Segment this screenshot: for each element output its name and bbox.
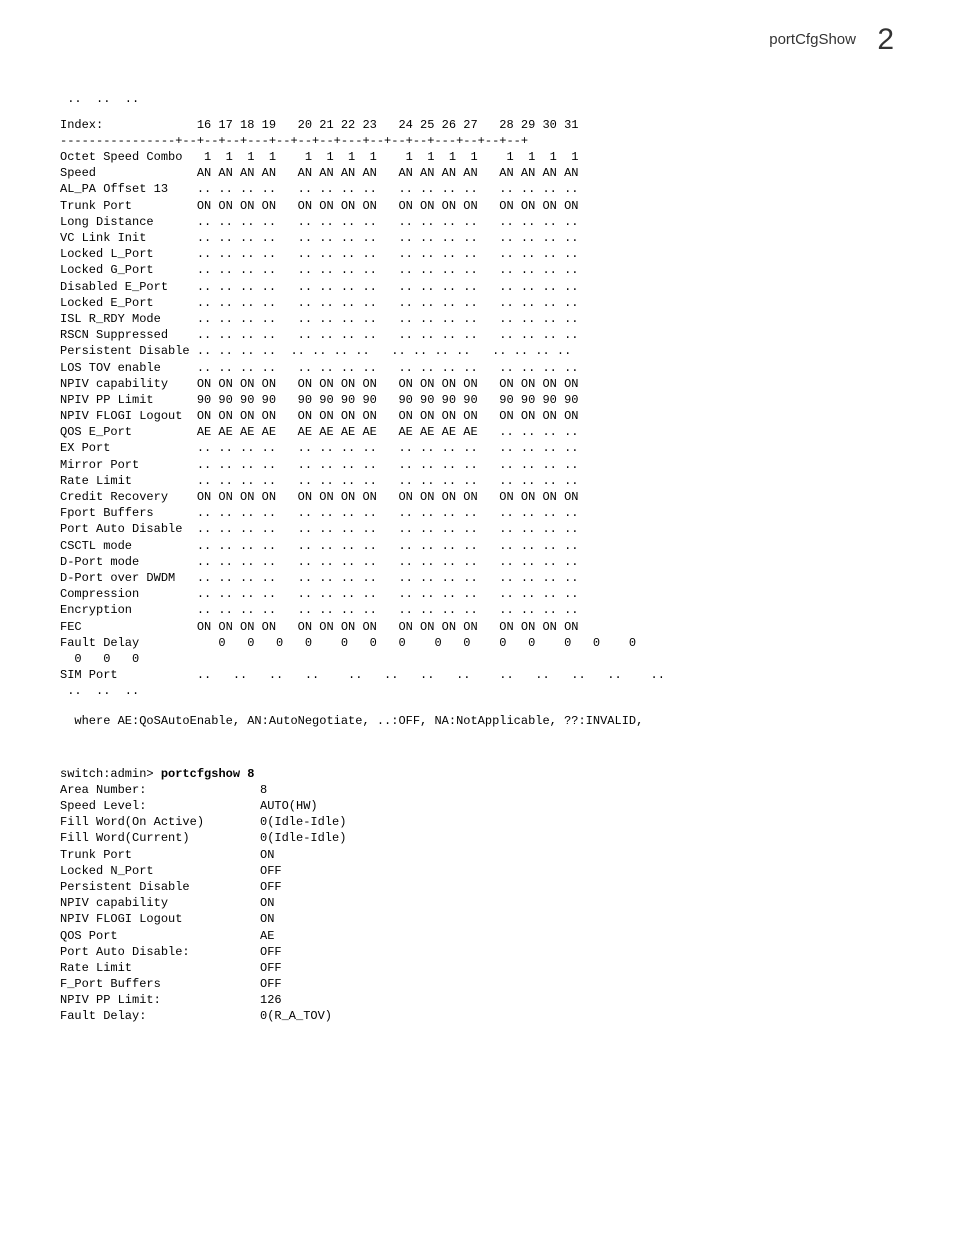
detail-key: Area Number: — [60, 782, 260, 798]
detail-value: 126 — [260, 992, 346, 1008]
detail-row: F_Port Buffers OFF — [60, 976, 346, 992]
detail-row: Area Number: 8 — [60, 782, 346, 798]
detail-key: Rate Limit — [60, 960, 260, 976]
detail-value: 8 — [260, 782, 346, 798]
page-chapter-number: 2 — [877, 23, 894, 56]
detail-key: Persistent Disable — [60, 879, 260, 895]
legend-text: where AE:QoSAutoEnable, AN:AutoNegotiate… — [60, 713, 894, 729]
detail-row: Port Auto Disable: OFF — [60, 944, 346, 960]
detail-key: Port Auto Disable: — [60, 944, 260, 960]
detail-value: ON — [260, 847, 346, 863]
detail-value: OFF — [260, 960, 346, 976]
port-matrix: Index: 16 17 18 19 20 21 22 23 24 25 26 … — [60, 117, 894, 700]
detail-key: Fill Word(Current) — [60, 830, 260, 846]
detail-key: Fault Delay: — [60, 1008, 260, 1024]
detail-row: Fill Word(On Active) 0(Idle-Idle) — [60, 814, 346, 830]
command-text: portcfgshow 8 — [161, 767, 255, 781]
detail-value: AE — [260, 928, 346, 944]
detail-row: Persistent Disable OFF — [60, 879, 346, 895]
detail-row: NPIV FLOGI Logout ON — [60, 911, 346, 927]
detail-key: NPIV PP Limit: — [60, 992, 260, 1008]
detail-row: NPIV PP Limit: 126 — [60, 992, 346, 1008]
detail-key: Speed Level: — [60, 798, 260, 814]
detail-row: QOS Port AE — [60, 928, 346, 944]
detail-value: ON — [260, 911, 346, 927]
detail-value: OFF — [260, 976, 346, 992]
port-detail-table: Area Number: 8Speed Level: AUTO(HW)Fill … — [60, 782, 346, 1025]
detail-value: 0(Idle-Idle) — [260, 830, 346, 846]
detail-value: OFF — [260, 944, 346, 960]
detail-row: NPIV capability ON — [60, 895, 346, 911]
detail-row: Rate Limit OFF — [60, 960, 346, 976]
detail-value: OFF — [260, 879, 346, 895]
detail-key: Locked N_Port — [60, 863, 260, 879]
detail-value: 0(Idle-Idle) — [260, 814, 346, 830]
detail-key: QOS Port — [60, 928, 260, 944]
detail-row: Speed Level: AUTO(HW) — [60, 798, 346, 814]
detail-value: OFF — [260, 863, 346, 879]
detail-key: NPIV capability — [60, 895, 260, 911]
prompt-text: switch:admin> — [60, 767, 161, 781]
detail-value: AUTO(HW) — [260, 798, 346, 814]
command-line: switch:admin> portcfgshow 8 — [60, 766, 894, 782]
detail-key: Trunk Port — [60, 847, 260, 863]
detail-key: F_Port Buffers — [60, 976, 260, 992]
detail-value: ON — [260, 895, 346, 911]
detail-value: 0(R_A_TOV) — [260, 1008, 346, 1024]
page-header-title: portCfgShow — [769, 31, 856, 48]
top-dots: .. .. .. — [60, 91, 894, 107]
detail-key: Fill Word(On Active) — [60, 814, 260, 830]
detail-row: Fill Word(Current) 0(Idle-Idle) — [60, 830, 346, 846]
detail-key: NPIV FLOGI Logout — [60, 911, 260, 927]
detail-row: Locked N_Port OFF — [60, 863, 346, 879]
detail-row: Trunk Port ON — [60, 847, 346, 863]
page-header: portCfgShow 2 — [60, 20, 894, 61]
detail-row: Fault Delay: 0(R_A_TOV) — [60, 1008, 346, 1024]
